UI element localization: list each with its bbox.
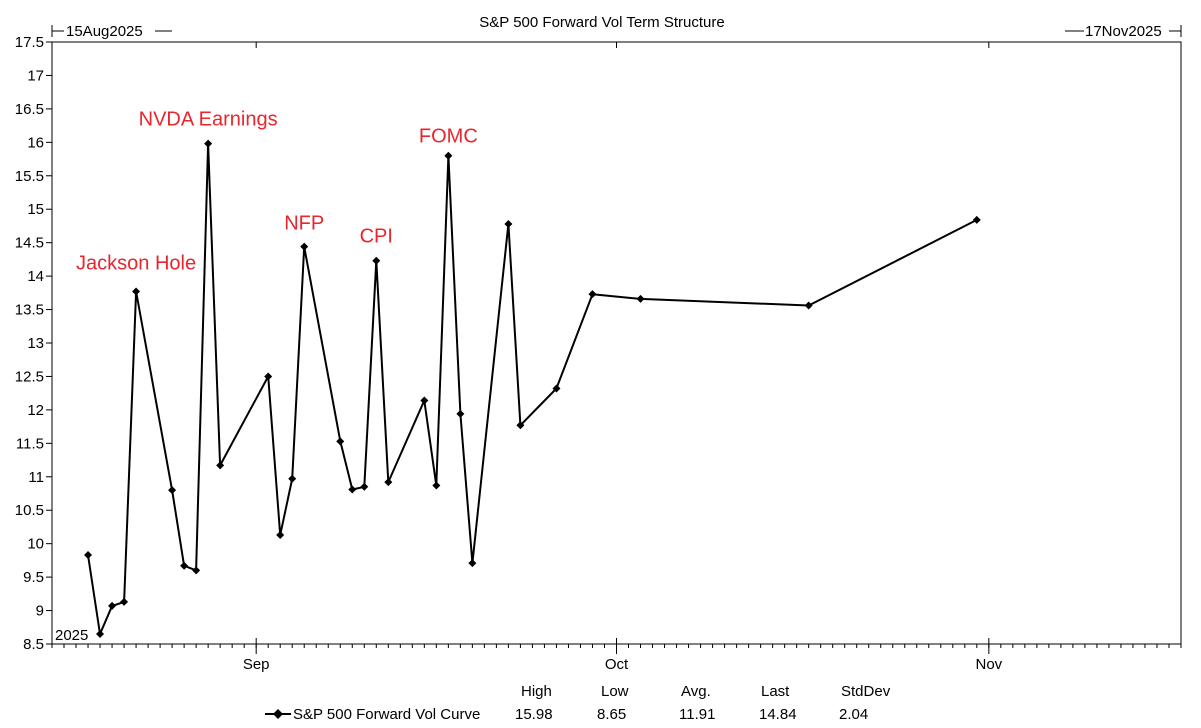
y-tick-label: 17 — [27, 67, 44, 84]
event-annotation: Jackson Hole — [76, 252, 196, 274]
series-layer — [84, 139, 981, 638]
data-point — [216, 461, 225, 470]
y-tick-label: 17.5 — [15, 34, 44, 51]
stats-legend: High Low Avg. Last StdDev S&P 500 Forwar… — [265, 683, 891, 723]
data-point — [384, 478, 393, 487]
x-tick-label: Oct — [605, 656, 629, 673]
data-point — [972, 215, 981, 224]
data-point — [192, 566, 201, 575]
event-annotation: NFP — [284, 212, 324, 234]
stat-header-stddev: StdDev — [841, 683, 891, 700]
data-point — [444, 151, 453, 160]
x-tick-label: Sep — [243, 656, 270, 673]
stat-value-low: 8.65 — [597, 706, 626, 723]
data-point — [96, 629, 105, 638]
stat-header-last: Last — [761, 683, 790, 700]
y-tick-label: 14.5 — [15, 235, 44, 252]
y-tick-label: 13 — [27, 335, 44, 352]
data-point — [516, 421, 525, 430]
data-point — [204, 139, 213, 148]
end-date-label: 17Nov2025 — [1085, 23, 1162, 40]
stat-header-avg: Avg. — [681, 683, 711, 700]
event-annotation: FOMC — [419, 125, 478, 147]
data-point — [120, 597, 129, 606]
data-point — [504, 219, 513, 228]
y-axis: 8.5 9 9.5 10 10.5 11 11.5 12 12.5 13 13.5 14 14.5 15 1… — [15, 34, 52, 653]
y-tick-label: 15.5 — [15, 168, 44, 185]
data-point — [360, 482, 369, 491]
plot-area — [51, 41, 1182, 645]
y-tick-label: 11.5 — [16, 435, 44, 452]
y-tick-label: 13.5 — [15, 302, 44, 319]
y-tick-label: 12.5 — [15, 368, 44, 385]
data-point — [276, 530, 285, 539]
legend-line-icon — [265, 709, 291, 719]
data-point — [336, 437, 345, 446]
end-date-marker: 17Nov2025 — [1065, 23, 1182, 40]
y-tick-label: 9.5 — [23, 569, 44, 586]
start-date-marker: 15Aug2025 — [51, 23, 172, 40]
data-point — [132, 287, 141, 296]
stat-value-avg: 11.91 — [679, 706, 715, 723]
chart-title: S&P 500 Forward Vol Term Structure — [479, 14, 724, 31]
y-tick-label: 14 — [27, 268, 44, 285]
y-tick-label: 10.5 — [15, 502, 44, 519]
stat-header-low: Low — [601, 683, 629, 700]
data-point — [288, 474, 297, 483]
y-tick-label: 16 — [27, 134, 44, 151]
annotation-layer: Jackson Hole NVDA Earnings NFP CPI FOMC — [76, 109, 478, 275]
data-point — [300, 242, 309, 251]
event-annotation: CPI — [360, 226, 393, 248]
year-label: 2025 — [55, 627, 88, 644]
data-point — [84, 551, 93, 560]
stat-header-high: High — [521, 683, 552, 700]
y-tick-label: 10 — [27, 536, 44, 553]
event-annotation: NVDA Earnings — [139, 109, 278, 131]
y-tick-label: 16.5 — [15, 101, 44, 118]
data-point — [108, 601, 117, 610]
data-point — [804, 301, 813, 310]
data-point — [552, 384, 561, 393]
stat-value-stddev: 2.04 — [839, 706, 868, 723]
stat-value-high: 15.98 — [515, 706, 553, 723]
data-point — [372, 256, 381, 265]
data-point — [468, 559, 477, 568]
x-axis: Sep Oct Nov — [51, 42, 1182, 673]
data-point — [348, 485, 357, 494]
stat-value-last: 14.84 — [759, 706, 797, 723]
start-date-label: 15Aug2025 — [66, 23, 143, 40]
y-tick-label: 9 — [36, 603, 44, 620]
data-point — [636, 294, 645, 303]
data-point — [168, 486, 177, 495]
legend-series-name: S&P 500 Forward Vol Curve — [293, 706, 480, 723]
data-point — [264, 372, 273, 381]
y-tick-label: 12 — [27, 402, 44, 419]
y-tick-label: 8.5 — [23, 636, 44, 653]
data-point — [420, 396, 429, 405]
data-point — [588, 290, 597, 299]
data-point — [180, 561, 189, 570]
data-point — [432, 481, 441, 490]
x-tick-label: Nov — [975, 656, 1002, 673]
y-tick-label: 11 — [28, 469, 44, 486]
y-tick-label: 15 — [27, 201, 44, 218]
data-point — [456, 409, 465, 418]
